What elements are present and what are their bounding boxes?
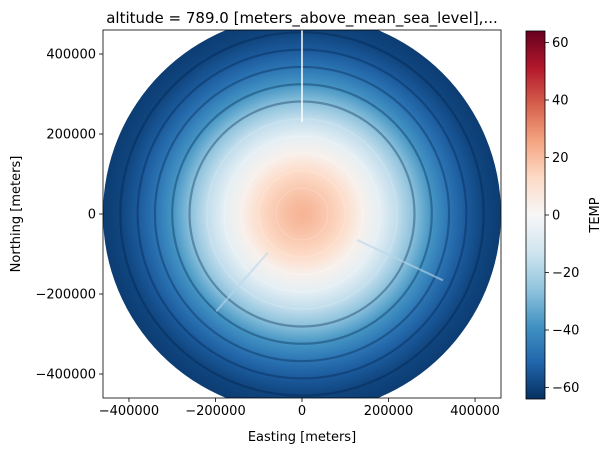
plot-area bbox=[103, 30, 501, 398]
y-tick-label: −400000 bbox=[35, 368, 96, 383]
x-tick-label: 200000 bbox=[364, 404, 414, 419]
colorbar-tick-label: 0 bbox=[552, 209, 560, 224]
colorbar-tick-label: −40 bbox=[552, 324, 579, 339]
radial-artifact-southwest bbox=[215, 252, 269, 313]
radial-artifact-southeast bbox=[356, 238, 444, 282]
x-tick-label: 0 bbox=[298, 404, 306, 419]
colorbar-tick-label: 60 bbox=[552, 36, 569, 51]
y-axis-label: Northing [meters] bbox=[9, 156, 24, 273]
y-axis-ticks: −400000 −200000 0 200000 400000 bbox=[35, 48, 103, 383]
x-tick-label: −200000 bbox=[185, 404, 246, 419]
colorbar-tick-label: −60 bbox=[552, 381, 579, 396]
colorbar-label: TEMP bbox=[588, 197, 603, 233]
colorbar-tick-label: 40 bbox=[552, 94, 569, 109]
x-axis-label: Easting [meters] bbox=[248, 430, 356, 445]
x-axis-ticks: −400000 −200000 0 200000 400000 bbox=[99, 398, 500, 419]
colorbar-tick-label: −20 bbox=[552, 266, 579, 281]
colorbar-tick-label: 20 bbox=[552, 151, 569, 166]
y-tick-label: 200000 bbox=[46, 128, 96, 143]
chart-title: altitude = 789.0 [meters_above_mean_sea_… bbox=[106, 9, 498, 28]
y-tick-label: 0 bbox=[88, 208, 96, 223]
temperature-field bbox=[103, 30, 501, 398]
x-tick-label: 400000 bbox=[450, 404, 500, 419]
colorbar-ticks: −60 −40 −20 0 20 40 60 bbox=[545, 36, 579, 396]
x-tick-label: −400000 bbox=[99, 404, 160, 419]
y-tick-label: 400000 bbox=[46, 48, 96, 63]
y-tick-label: −200000 bbox=[35, 288, 96, 303]
colorbar bbox=[525, 30, 546, 400]
